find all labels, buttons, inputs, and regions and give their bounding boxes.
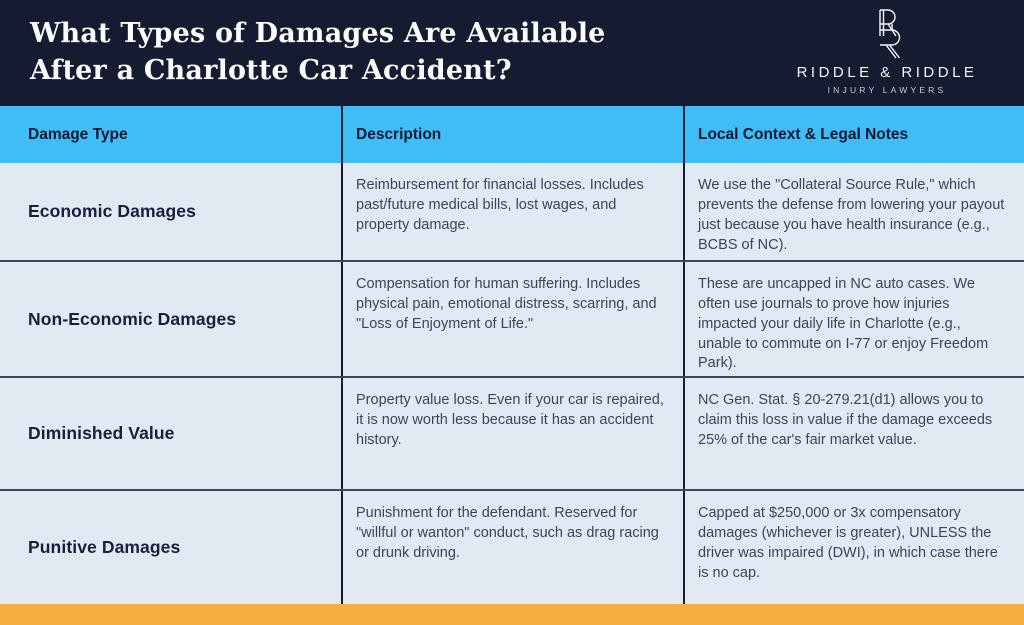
table-header-row: Damage Type Description Local Context & … [0, 106, 1024, 163]
description-cell: Property value loss. Even if your car is… [341, 378, 683, 489]
firm-logo: RIDDLE & RIDDLE INJURY LAWYERS [772, 6, 1002, 95]
damage-type-cell: Diminished Value [28, 423, 175, 443]
column-header-legal-notes: Local Context & Legal Notes [683, 106, 1024, 163]
page-title: What Types of Damages Are Available Afte… [30, 15, 606, 89]
legal-notes-cell: We use the "Collateral Source Rule," whi… [683, 163, 1024, 260]
description-cell: Compensation for human suffering. Includ… [341, 262, 683, 376]
column-header-damage-type: Damage Type [0, 106, 341, 163]
page-title-line2: After a Charlotte Car Accident? [30, 55, 512, 86]
damage-type-cell: Punitive Damages [28, 537, 181, 557]
table-row-economic-damages: Economic Damages Reimbursement for finan… [0, 163, 1024, 260]
damage-type-cell: Non-Economic Damages [28, 308, 237, 329]
description-cell: Reimbursement for financial losses. Incl… [341, 163, 683, 260]
page-header: What Types of Damages Are Available Afte… [0, 0, 1024, 106]
legal-notes-cell: Capped at $250,000 or 3x compensatory da… [683, 491, 1024, 604]
page-title-line1: What Types of Damages Are Available [30, 18, 606, 49]
damage-type-cell: Economic Damages [28, 201, 196, 221]
column-header-description: Description [341, 106, 683, 163]
table-row-diminished-value: Diminished Value Property value loss. Ev… [0, 376, 1024, 489]
legal-notes-cell: These are uncapped in NC auto cases. We … [683, 262, 1024, 376]
firm-name: RIDDLE & RIDDLE [796, 64, 978, 81]
description-cell: Punishment for the defendant. Reserved f… [341, 491, 683, 604]
table-row-punitive-damages: Punitive Damages Punishment for the defe… [0, 489, 1024, 604]
rr-monogram-icon [879, 9, 901, 59]
table-row-non-economic-damages: Non-Economic Damages Compensation for hu… [0, 260, 1024, 376]
firm-tagline: INJURY LAWYERS [827, 85, 947, 95]
accent-bar [0, 604, 1024, 625]
legal-notes-cell: NC Gen. Stat. § 20-279.21(d1) allows you… [683, 378, 1024, 489]
